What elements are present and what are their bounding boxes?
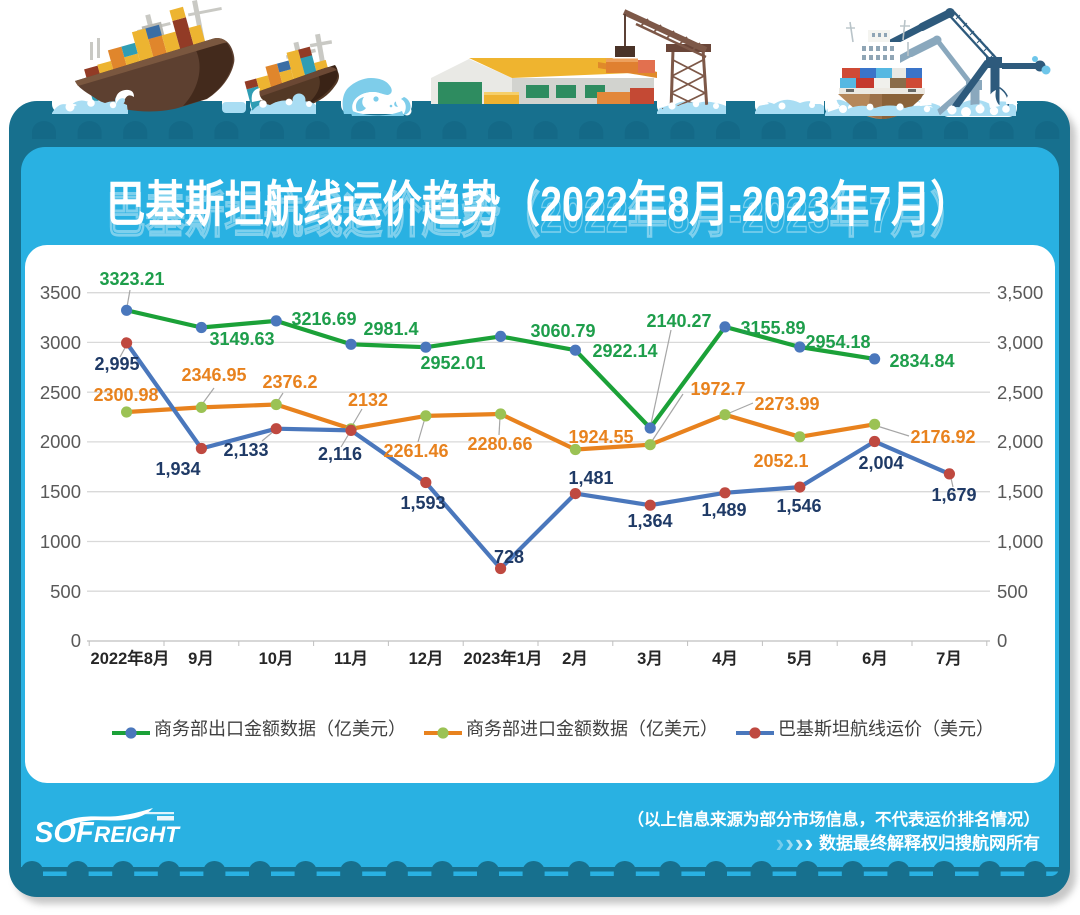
svg-text:11月: 11月 xyxy=(334,649,368,668)
svg-text:2280.66: 2280.66 xyxy=(467,434,532,454)
svg-text:6月: 6月 xyxy=(862,649,888,668)
svg-text:500: 500 xyxy=(50,581,81,602)
svg-text:2261.46: 2261.46 xyxy=(383,441,448,461)
svg-text:2,004: 2,004 xyxy=(858,453,903,473)
svg-text:2140.27: 2140.27 xyxy=(646,311,711,331)
svg-text:0: 0 xyxy=(997,630,1007,651)
svg-text:10月: 10月 xyxy=(259,649,294,668)
svg-text:2,000: 2,000 xyxy=(997,431,1043,452)
svg-text:1972.7: 1972.7 xyxy=(690,379,745,399)
svg-text:1924.55: 1924.55 xyxy=(568,427,633,447)
svg-text:REIGHT: REIGHT xyxy=(94,822,181,846)
svg-text:3216.69: 3216.69 xyxy=(291,309,356,329)
svg-text:2023年1月: 2023年1月 xyxy=(464,648,543,668)
svg-text:2952.01: 2952.01 xyxy=(420,353,485,373)
svg-text:728: 728 xyxy=(494,547,524,567)
svg-text:1,679: 1,679 xyxy=(931,485,976,505)
svg-text:3060.79: 3060.79 xyxy=(530,321,595,341)
svg-text:2,995: 2,995 xyxy=(94,354,139,374)
svg-text:3149.63: 3149.63 xyxy=(209,329,274,349)
svg-text:2376.2: 2376.2 xyxy=(262,372,317,392)
svg-text:3155.89: 3155.89 xyxy=(740,318,805,338)
svg-text:2052.1: 2052.1 xyxy=(753,451,808,471)
svg-text:1,593: 1,593 xyxy=(400,493,445,513)
svg-text:2176.92: 2176.92 xyxy=(910,427,975,447)
svg-text:2022年8月: 2022年8月 xyxy=(91,648,170,668)
svg-text:1,489: 1,489 xyxy=(701,500,746,520)
svg-text:3500: 3500 xyxy=(40,282,81,303)
svg-text:2954.18: 2954.18 xyxy=(805,332,870,352)
svg-text:1,000: 1,000 xyxy=(997,531,1043,552)
svg-text:3323.21: 3323.21 xyxy=(99,269,164,289)
svg-text:3月: 3月 xyxy=(637,649,663,668)
svg-text:1000: 1000 xyxy=(40,531,81,552)
svg-text:1,481: 1,481 xyxy=(568,468,613,488)
svg-text:2834.84: 2834.84 xyxy=(889,351,954,371)
svg-text:9月: 9月 xyxy=(188,649,214,668)
svg-text:2273.99: 2273.99 xyxy=(754,394,819,414)
svg-text:2981.4: 2981.4 xyxy=(363,319,418,339)
svg-text:1500: 1500 xyxy=(40,481,81,502)
svg-text:2500: 2500 xyxy=(40,382,81,403)
svg-text:1,500: 1,500 xyxy=(997,481,1043,502)
svg-text:2132: 2132 xyxy=(348,390,388,410)
svg-text:巴基斯坦航线运价趋势（2022年8月-2023年7月）: 巴基斯坦航线运价趋势（2022年8月-2023年7月） xyxy=(106,178,970,232)
svg-text:2月: 2月 xyxy=(562,649,588,668)
svg-text:12月: 12月 xyxy=(409,649,444,668)
svg-text:2,500: 2,500 xyxy=(997,382,1043,403)
svg-text:5月: 5月 xyxy=(787,649,813,668)
svg-text:2346.95: 2346.95 xyxy=(181,365,246,385)
svg-text:巴基斯坦航线运价趋势（2022年8月-2023年7月）: 巴基斯坦航线运价趋势（2022年8月-2023年7月） xyxy=(106,189,970,243)
svg-text:3,000: 3,000 xyxy=(997,332,1043,353)
svg-text:7月: 7月 xyxy=(936,649,962,668)
svg-text:1,364: 1,364 xyxy=(627,511,672,531)
svg-text:2922.14: 2922.14 xyxy=(592,341,657,361)
svg-text:500: 500 xyxy=(997,581,1028,602)
svg-text:2,133: 2,133 xyxy=(223,440,268,460)
svg-text:2000: 2000 xyxy=(40,431,81,452)
svg-text:0: 0 xyxy=(71,630,81,651)
svg-text:2,116: 2,116 xyxy=(318,444,362,464)
svg-text:3000: 3000 xyxy=(40,332,81,353)
svg-text:1,934: 1,934 xyxy=(155,459,200,479)
svg-text:4月: 4月 xyxy=(712,649,738,668)
svg-text:2300.98: 2300.98 xyxy=(93,385,158,405)
svg-text:1,546: 1,546 xyxy=(776,496,821,516)
svg-text:3,500: 3,500 xyxy=(997,282,1043,303)
